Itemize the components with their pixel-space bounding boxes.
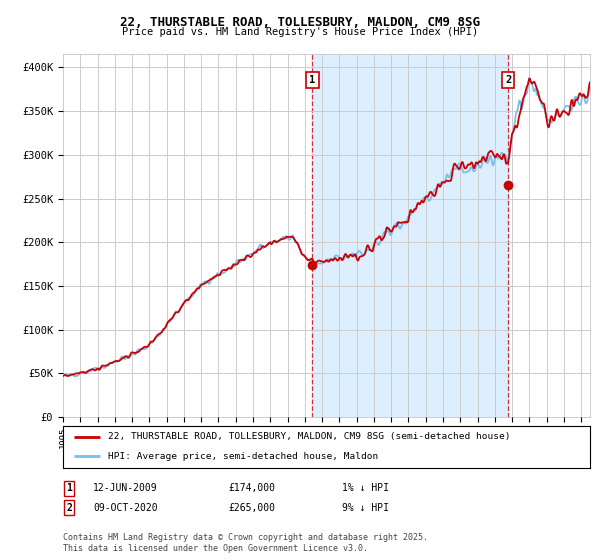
Text: Contains HM Land Registry data © Crown copyright and database right 2025.
This d: Contains HM Land Registry data © Crown c… [63,533,428,553]
Text: 1: 1 [309,74,316,85]
Text: 1: 1 [66,483,72,493]
Text: Price paid vs. HM Land Registry's House Price Index (HPI): Price paid vs. HM Land Registry's House … [122,27,478,37]
Bar [313,54,508,417]
Text: £265,000: £265,000 [228,503,275,513]
Text: 9% ↓ HPI: 9% ↓ HPI [342,503,389,513]
Text: 22, THURSTABLE ROAD, TOLLESBURY, MALDON, CM9 8SG (semi-detached house): 22, THURSTABLE ROAD, TOLLESBURY, MALDON,… [108,432,510,441]
Text: 09-OCT-2020: 09-OCT-2020 [93,503,158,513]
Text: 22, THURSTABLE ROAD, TOLLESBURY, MALDON, CM9 8SG: 22, THURSTABLE ROAD, TOLLESBURY, MALDON,… [120,16,480,29]
Text: 12-JUN-2009: 12-JUN-2009 [93,483,158,493]
Text: HPI: Average price, semi-detached house, Maldon: HPI: Average price, semi-detached house,… [108,452,378,461]
Text: £174,000: £174,000 [228,483,275,493]
Text: 2: 2 [66,503,72,513]
Text: 1% ↓ HPI: 1% ↓ HPI [342,483,389,493]
Text: 2: 2 [505,74,511,85]
